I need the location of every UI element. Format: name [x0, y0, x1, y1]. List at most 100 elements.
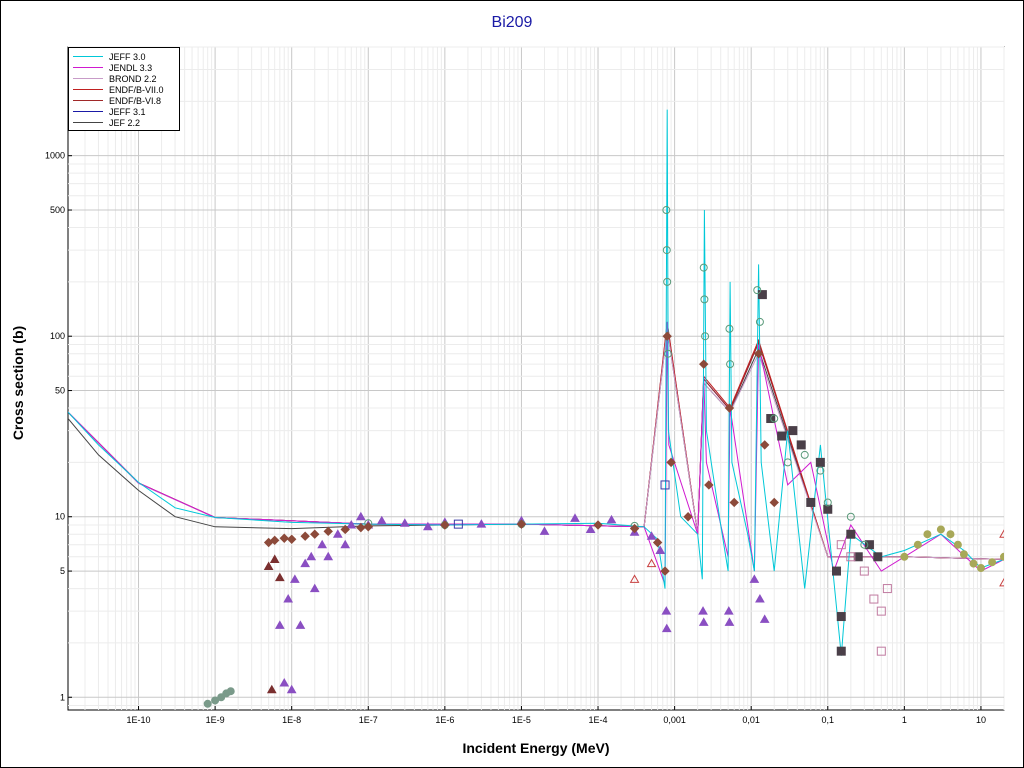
x-tick-label: 1	[902, 715, 907, 725]
data-point-green-circles	[755, 317, 764, 326]
x-tick-label: 10	[976, 715, 986, 725]
data-point-gray-green-circles	[203, 699, 212, 708]
data-point-purple-triangles	[289, 574, 300, 583]
data-point-brown-diamonds	[286, 534, 297, 544]
data-point-dark-squares	[836, 646, 846, 656]
data-point-purple-triangles	[606, 514, 617, 524]
data-point-olive-band	[913, 540, 922, 549]
data-point-purple-triangles	[295, 620, 306, 629]
data-point-purple-triangles	[749, 574, 760, 583]
data-point-brown-diamonds	[269, 535, 280, 546]
data-point-gray-green-circles	[226, 687, 235, 696]
data-point-green-circles	[701, 332, 710, 341]
y-tick-label: 500	[50, 205, 65, 215]
data-point-red-open-triangles	[999, 577, 1004, 587]
legend-swatch	[73, 78, 103, 79]
data-point-brown-triangles	[266, 684, 277, 694]
data-point-blue-open-square	[660, 480, 670, 490]
data-point-green-circles	[664, 349, 673, 358]
data-point-purple-triangles	[286, 684, 297, 694]
data-point-olive-band	[976, 564, 985, 573]
legend-label: BROND 2.2	[109, 73, 157, 84]
data-point-green-circles	[662, 206, 671, 215]
data-point-pink-squares	[882, 584, 892, 594]
data-point-olive-band	[1000, 552, 1004, 561]
legend-label: JENDL 3.3	[109, 62, 153, 73]
data-point-brown-diamonds	[300, 531, 310, 541]
legend-item: JEF 2.2	[69, 117, 179, 128]
data-point-blue-open-square	[453, 519, 463, 529]
data-point-red-open-triangles	[999, 529, 1004, 538]
experimental-points	[203, 206, 1004, 708]
data-point-green-circles	[700, 295, 709, 304]
data-point-brown-diamonds	[753, 348, 764, 359]
data-point-brown-diamonds	[769, 497, 779, 508]
x-tick-label: 0,1	[822, 715, 835, 725]
x-tick-label: 1E-5	[512, 715, 531, 725]
data-point-purple-triangles	[346, 519, 357, 529]
legend-item: ENDF/B-VI.8	[69, 95, 179, 106]
data-point-purple-triangles	[570, 513, 580, 522]
chart-title: Bi209	[491, 14, 533, 31]
data-point-brown-diamonds	[729, 497, 739, 508]
data-point-green-circles	[860, 540, 869, 549]
data-point-purple-triangles	[332, 529, 343, 538]
y-tick-label: 50	[55, 386, 65, 396]
data-point-brown-diamonds	[699, 359, 709, 369]
data-point-dark-squares	[806, 497, 816, 507]
data-point-purple-triangles	[355, 511, 366, 521]
data-point-green-circles	[753, 286, 762, 295]
data-point-purple-triangles	[300, 558, 311, 568]
data-point-brown-diamonds	[652, 537, 663, 548]
data-point-dark-squares	[757, 290, 767, 300]
data-point-brown-diamonds	[516, 519, 527, 529]
data-point-green-circles	[800, 450, 809, 459]
data-point-purple-triangles	[279, 677, 290, 687]
data-point-purple-triangles	[755, 594, 765, 603]
data-point-purple-triangles	[376, 515, 387, 525]
data-point-purple-triangles	[539, 526, 550, 535]
legend-swatch	[73, 89, 103, 90]
data-point-purple-triangles	[698, 617, 709, 626]
data-point-brown-diamonds	[666, 457, 676, 468]
data-point-purple-triangles	[759, 614, 770, 623]
data-point-brown-diamonds	[363, 522, 373, 532]
axis-ticks: 1E-10 1E-9 1E-8 1E-7 1E-6 1E-5 1E-4 0,001 0,01 0,…	[45, 151, 986, 725]
legend: JEFF 3.0 JENDL 3.3 BROND 2.2 ENDF/B-VII.0 EN…	[68, 47, 180, 131]
data-point-purple-triangles	[274, 620, 285, 629]
data-point-dark-squares	[832, 566, 842, 576]
data-point-red-open-triangles	[646, 558, 657, 568]
data-point-brown-diamonds	[340, 524, 350, 535]
data-point-brown-diamonds	[704, 480, 714, 490]
data-point-dark-squares	[788, 426, 798, 436]
data-point-green-circles	[816, 466, 825, 475]
data-point-red-open-triangles	[629, 574, 640, 583]
data-point-purple-triangles	[585, 524, 596, 533]
legend-item: JEFF 3.0	[69, 51, 179, 62]
data-point-purple-triangles	[723, 606, 734, 615]
y-tick-label: 10	[55, 512, 65, 522]
data-point-olive-band	[936, 525, 945, 534]
x-tick-label: 1E-10	[127, 715, 151, 725]
legend-item: JENDL 3.3	[69, 62, 179, 73]
data-point-dark-squares	[777, 431, 787, 441]
x-tick-label: 1E-7	[359, 715, 378, 725]
data-point-gray-green-circles	[211, 696, 220, 705]
legend-label: JEFF 3.0	[109, 51, 146, 62]
x-tick-label: 1E-8	[282, 715, 301, 725]
legend-item: BROND 2.2	[69, 73, 179, 84]
data-point-brown-diamonds	[683, 512, 693, 522]
data-point-olive-band	[969, 559, 978, 568]
data-point-brown-diamonds	[724, 403, 735, 413]
x-tick-label: 0,001	[663, 715, 686, 725]
data-point-purple-triangles	[661, 606, 672, 615]
data-point-pink-squares	[859, 566, 869, 576]
y-tick-label: 1000	[45, 151, 65, 161]
data-point-brown-diamonds	[593, 520, 603, 530]
legend-swatch	[73, 56, 103, 57]
legend-label: JEFF 3.1	[109, 106, 146, 117]
data-point-brown-diamonds	[660, 566, 670, 576]
data-point-green-circles	[725, 324, 734, 333]
x-tick-label: 1E-6	[435, 715, 454, 725]
data-point-purple-triangles	[306, 551, 317, 561]
